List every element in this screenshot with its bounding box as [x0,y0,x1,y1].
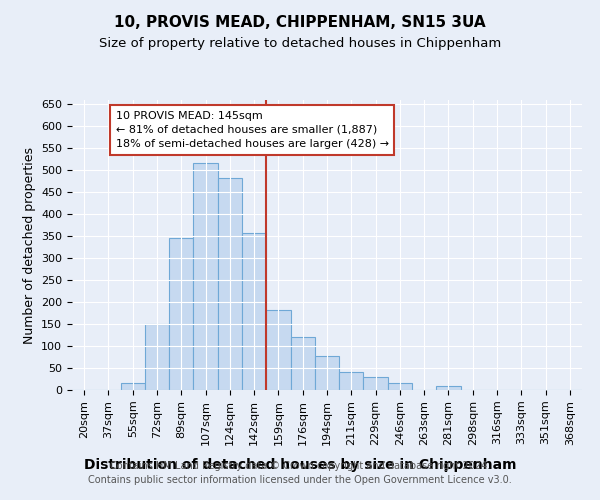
Text: Distribution of detached houses by size in Chippenham: Distribution of detached houses by size … [84,458,516,471]
Bar [436,386,461,390]
Bar [315,356,339,390]
Bar [169,238,193,390]
Bar [364,377,388,390]
Y-axis label: Number of detached properties: Number of detached properties [23,146,35,344]
Text: Contains HM Land Registry data © Crown copyright and database right 2024.
Contai: Contains HM Land Registry data © Crown c… [88,461,512,485]
Bar [388,384,412,390]
Text: Size of property relative to detached houses in Chippenham: Size of property relative to detached ho… [99,38,501,51]
Bar [218,178,242,390]
Bar [121,384,145,390]
Bar [242,232,266,390]
Text: 10, PROVIS MEAD, CHIPPENHAM, SN15 3UA: 10, PROVIS MEAD, CHIPPENHAM, SN15 3UA [114,15,486,30]
Bar [266,310,290,390]
Text: 10 PROVIS MEAD: 145sqm
← 81% of detached houses are smaller (1,887)
18% of semi-: 10 PROVIS MEAD: 145sqm ← 81% of detached… [116,111,389,149]
Bar [193,163,218,390]
Bar [339,372,364,390]
Bar [290,338,315,390]
Bar [145,324,169,390]
